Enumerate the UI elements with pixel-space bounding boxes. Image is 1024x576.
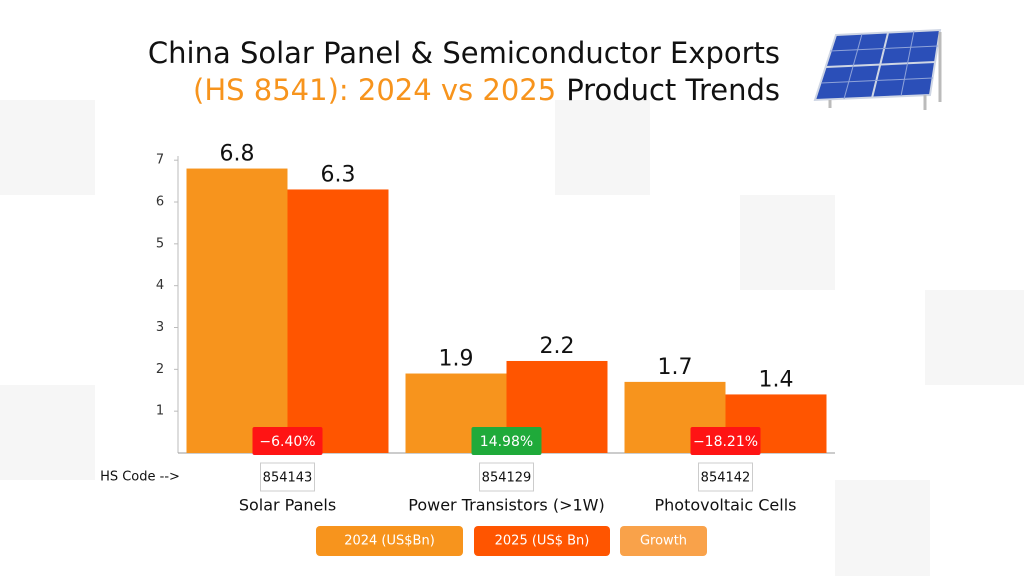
value-label: 1.4 (759, 367, 794, 392)
hs-code-box (479, 462, 534, 492)
title-highlight: (HS 8541): 2024 vs 2025 (193, 73, 556, 107)
x-tick-label: Photovoltaic Cells (655, 496, 797, 515)
hs-code: 854142 (701, 471, 751, 486)
legend-label[interactable]: Growth (640, 534, 687, 549)
growth-badge (471, 427, 542, 455)
legend-label[interactable]: 2024 (US$Bn) (344, 534, 435, 549)
chart-title-line2: (HS 8541): 2024 vs 2025 Product Trends (193, 73, 780, 107)
growth-label: −18.21% (693, 434, 758, 450)
value-label: 6.3 (321, 162, 356, 187)
x-tick-label: Power Transistors (>1W) (408, 496, 604, 515)
hs-code: 854129 (482, 471, 532, 486)
value-label: 1.9 (439, 347, 474, 372)
y-tick-label: 6 (156, 195, 164, 210)
growth-label: 14.98% (480, 434, 533, 450)
bar (186, 168, 288, 453)
growth-badge (690, 427, 761, 455)
y-tick-label: 5 (156, 236, 164, 251)
value-label: 6.8 (220, 142, 255, 167)
legend-item[interactable] (474, 526, 610, 556)
y-tick-label: 4 (156, 278, 164, 293)
bar (287, 189, 389, 453)
legend-label[interactable]: 2025 (US$ Bn) (495, 534, 590, 549)
value-label: 1.7 (658, 355, 693, 380)
hs-code-box (698, 462, 753, 492)
hs-code-box (260, 462, 315, 492)
chart-title: China Solar Panel & Semiconductor Export… (148, 36, 780, 70)
legend-item[interactable] (620, 526, 707, 556)
y-tick-label: 1 (156, 404, 164, 419)
y-tick-label: 3 (156, 320, 164, 335)
y-tick-label: 7 (156, 153, 164, 168)
growth-label: −6.40% (259, 434, 315, 450)
title-rest: Product Trends (566, 73, 780, 107)
value-label: 2.2 (540, 334, 575, 359)
y-tick-label: 2 (156, 362, 164, 377)
growth-badge (252, 427, 323, 455)
background-grid (0, 100, 1024, 576)
x-tick-label: Solar Panels (239, 496, 336, 515)
hs-code-label: HS Code --> (100, 470, 180, 485)
hs-code: 854143 (263, 471, 313, 486)
solar-panel-icon (813, 28, 942, 110)
legend-item[interactable] (316, 526, 463, 556)
